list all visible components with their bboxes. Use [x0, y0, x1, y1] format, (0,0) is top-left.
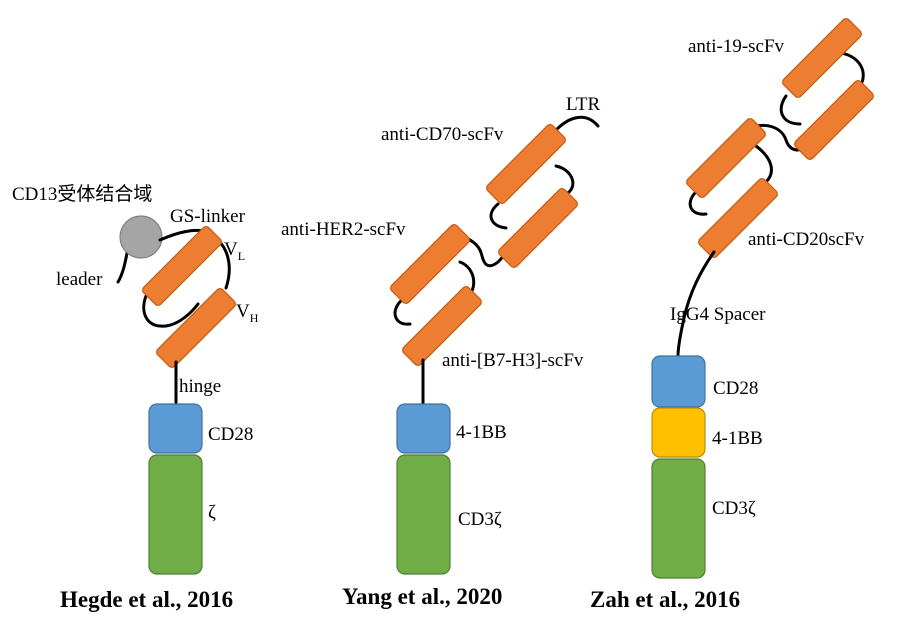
anti-her2-label: anti-HER2-scFv [281, 219, 406, 240]
vl-vh-loop [142, 294, 200, 328]
anti-cd70-scfv [486, 124, 566, 204]
igg4-spacer-label: IgG4 Spacer [670, 304, 766, 325]
cd70-her2-loop-left [489, 202, 508, 230]
caption-hegde: Hegde et al., 2016 [60, 587, 233, 612]
ltr-line [554, 115, 600, 132]
cd28-label-zah: CD28 [713, 378, 758, 399]
cd28-domain-zah [651, 355, 706, 408]
anti-cd20-scfv-second [698, 178, 778, 258]
anti-cd70-label: anti-CD70-scFv [381, 124, 504, 145]
anti-b7h3-label: anti-[B7-H3]-scFv [442, 350, 584, 371]
4-1bb-label-zah: 4-1BB [712, 428, 763, 449]
cd3zeta-domain-zah [651, 458, 706, 579]
cd13-receptor-binding-domain [119, 215, 163, 259]
hinge-label: hinge [179, 376, 221, 397]
anti-cd20-label: anti-CD20scFv [748, 229, 865, 250]
zeta-label: ζ [208, 502, 216, 523]
19-loop-left [779, 94, 802, 126]
panel-yang-2020: LTR anti-CD70-scFv anti-HER2-scFv anti-[… [281, 94, 600, 609]
anti-her2-scfv [390, 224, 470, 304]
panel-hegde-2016: CD13受体结合域 GS-linker leader VL VH hinge C… [12, 183, 259, 612]
anti-19-scfv [782, 18, 862, 98]
caption-zah: Zah et al., 2016 [590, 587, 740, 612]
ltr-label: LTR [566, 94, 600, 115]
igg4-spacer-line [676, 250, 716, 358]
cd3zeta-domain [396, 454, 451, 575]
cd20-loop-left [688, 188, 708, 216]
cd20-loop-right [754, 144, 773, 184]
anti-b7h3-scfv [402, 286, 482, 366]
cd70-her2-loop-right [554, 164, 575, 196]
zeta-domain [148, 454, 203, 575]
4-1bb-domain-zah [651, 407, 706, 458]
panel-zah-2016: anti-19-scFv anti-CD20scFv IgG4 Spacer C… [590, 18, 874, 612]
anti-19-label: anti-19-scFv [688, 36, 785, 57]
anti-cd20-scfv [686, 118, 766, 198]
anti-cd70-scfv-second [498, 188, 578, 268]
cd13-receptor-label: CD13受体结合域 [12, 183, 152, 205]
vl-label: VL [224, 239, 245, 263]
her2-b7h3-loop-left [393, 298, 412, 326]
gs-linker-label: GS-linker [170, 206, 246, 227]
4-1bb-domain [396, 403, 451, 454]
leader-label: leader [56, 269, 103, 290]
cd3zeta-label-zah: CD3ζ [712, 498, 756, 519]
vl-domain [142, 226, 222, 306]
cd28-label: CD28 [208, 424, 253, 445]
vh-label: VH [236, 301, 259, 325]
cd28-domain [148, 403, 203, 454]
cd3zeta-label: CD3ζ [458, 509, 502, 530]
vh-domain [156, 288, 236, 368]
caption-yang: Yang et al., 2020 [342, 584, 502, 609]
anti-19-scfv-second [794, 80, 874, 160]
leader-line [116, 246, 130, 284]
4-1bb-label: 4-1BB [456, 422, 507, 443]
